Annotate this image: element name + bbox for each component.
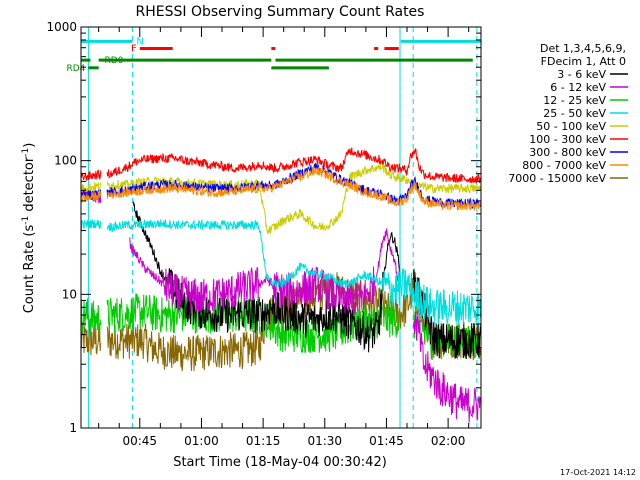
x-tick-label: 01:30 <box>307 434 342 448</box>
timestamp: 17-Oct-2021 14:12 <box>560 468 636 477</box>
x-tick-label: 00:45 <box>122 434 157 448</box>
flag-label: N <box>136 36 143 47</box>
y-tick-label: 100 <box>54 154 77 168</box>
y-tick-label: 10 <box>62 287 77 301</box>
chart-title: RHESSI Observing Summary Count Rates <box>136 4 425 20</box>
y-tick-label: 1000 <box>46 20 77 34</box>
y-axis-label: Count Rate (s-1 detector-1) <box>21 143 37 314</box>
legend-entry-label: 100 - 300 keV <box>529 133 606 146</box>
y-tick-label: 1 <box>69 421 77 435</box>
legend-entry-label: 3 - 6 keV <box>557 68 606 81</box>
plot-area: NF RD0 RD4 <box>66 27 481 428</box>
legend-header: FDecim 1, Att 0 <box>541 55 626 68</box>
x-tick-label: 01:00 <box>184 434 219 448</box>
x-tick-label: 01:15 <box>246 434 281 448</box>
series-line <box>81 166 481 212</box>
flag-label: RD4 <box>66 64 85 74</box>
x-axis-label: Start Time (18-May-04 00:30:42) <box>173 455 387 470</box>
legend-entry-label: 12 - 25 keV <box>543 94 606 107</box>
plot-frame <box>80 26 482 429</box>
legend-entry-label: 300 - 800 keV <box>529 146 606 159</box>
x-tick-label: 02:00 <box>431 434 466 448</box>
legend-entry-label: 50 - 100 keV <box>536 120 606 133</box>
axes: 1 10 100 1000 00:45 01:00 01:15 01:30 01:45 02:00 <box>46 20 481 448</box>
legend: Det 1,3,4,5,6,9,FDecim 1, Att 03 - 6 keV… <box>508 42 628 185</box>
legend-entry-label: 6 - 12 keV <box>550 81 606 94</box>
flag-label: RD0 <box>104 56 123 66</box>
legend-entry-label: 800 - 7000 keV <box>522 159 606 172</box>
series-line <box>81 218 481 327</box>
legend-header: Det 1,3,4,5,6,9, <box>540 42 626 55</box>
x-tick-label: 01:45 <box>369 434 404 448</box>
legend-entry-label: 7000 - 15000 keV <box>508 172 606 185</box>
flag-label: F <box>131 44 137 55</box>
legend-entry-label: 25 - 50 keV <box>543 107 606 120</box>
series-line <box>81 147 481 184</box>
